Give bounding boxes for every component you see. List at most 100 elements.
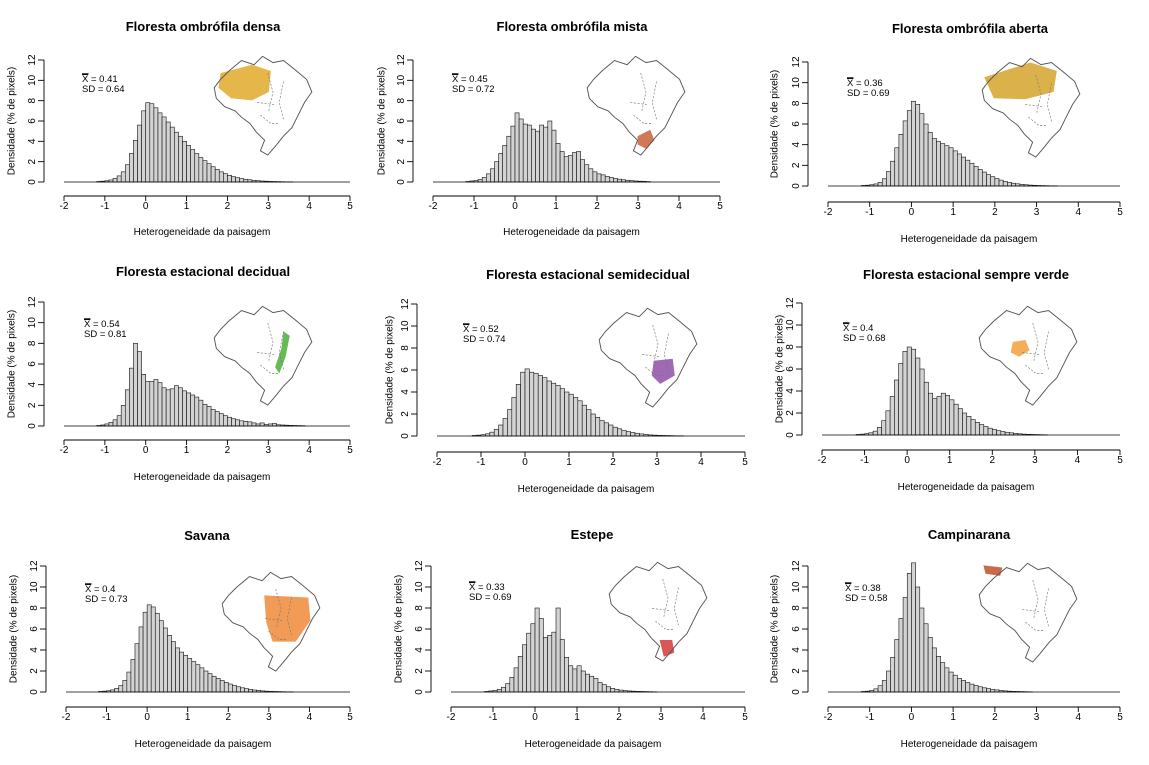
histogram-bar: [994, 178, 1000, 187]
x-tick-label: 3: [1034, 712, 1040, 723]
histogram-bar: [902, 597, 908, 693]
brazil-map-inset: [978, 562, 1078, 663]
x-tick-label: 5: [742, 712, 748, 723]
country-outline: [978, 305, 1078, 406]
biome-boundaries: [642, 325, 669, 376]
histogram-bar: [114, 688, 120, 693]
histogram-bar: [235, 419, 240, 427]
histogram-bar: [202, 160, 208, 183]
y-tick-label: 10: [396, 74, 407, 86]
histogram-bar: [592, 171, 598, 183]
histogram-bar: [990, 176, 996, 187]
x-tick-label: -1: [470, 201, 479, 212]
histogram-bar: [165, 389, 171, 427]
histogram-bar: [898, 363, 904, 436]
y-tick-label: 2: [400, 411, 411, 417]
histogram-bar: [940, 143, 946, 187]
brazil-map-inset: [981, 57, 1081, 158]
histogram-bar: [610, 688, 616, 693]
histogram-bar: [564, 391, 570, 437]
y-axis-label: Densidade (% de pixels): [377, 67, 388, 175]
x-tick-label: -2: [818, 455, 827, 466]
histogram-bar: [542, 377, 548, 437]
x-tick-label: -2: [824, 712, 833, 723]
y-tick-label: 8: [396, 97, 407, 103]
sd-annotation: SD = 0.69: [847, 88, 890, 99]
vegetation-region: [984, 62, 1057, 100]
mean-annotation: X = 0.4: [85, 584, 115, 595]
vegetation-region: [275, 331, 290, 374]
histogram-bar: [944, 667, 950, 693]
histogram-bar: [120, 405, 126, 427]
x-tick-label: 1: [947, 455, 953, 466]
y-tick-label: 10: [27, 317, 38, 329]
histogram-bar: [568, 665, 574, 693]
mean-annotation: X = 0.41: [82, 74, 118, 85]
mean-annotation: X = 0.52: [463, 324, 499, 335]
histogram-bar: [932, 398, 938, 436]
histogram-bar: [572, 152, 577, 183]
chart-title: Floresta estacional decidual: [116, 264, 290, 279]
y-tick-label: 8: [400, 345, 411, 351]
vegetation-region: [218, 64, 271, 101]
histogram-bar: [227, 174, 232, 183]
histogram-bar: [537, 375, 543, 437]
country-outline: [213, 55, 313, 156]
histogram-bar: [239, 420, 245, 427]
x-tick-label: -1: [860, 455, 869, 466]
histogram-bar: [979, 424, 985, 436]
x-axis-label: Heterogeneidade da paisagem: [135, 739, 272, 750]
histogram-bar: [533, 372, 539, 437]
histogram-bar: [1004, 431, 1010, 436]
x-tick-label: 2: [225, 201, 231, 212]
histogram-bar: [987, 427, 993, 436]
y-tick-label: 8: [791, 605, 802, 611]
histogram-bar: [145, 102, 151, 183]
histogram-bar: [169, 388, 175, 427]
histogram-bar: [214, 168, 220, 183]
x-tick-label: 1: [574, 712, 580, 723]
histogram-bar: [991, 429, 997, 436]
histogram-bar: [235, 177, 240, 183]
histogram-bar: [515, 383, 521, 437]
histogram-bar: [881, 680, 887, 693]
histogram-bar: [186, 392, 191, 427]
histogram-bar: [174, 385, 179, 427]
sd-annotation: SD = 0.64: [82, 84, 125, 95]
biome-boundaries: [1025, 75, 1052, 126]
x-tick-label: 4: [306, 201, 312, 212]
brazil-map-inset: [586, 55, 686, 156]
histogram-bar: [977, 169, 983, 187]
histogram-bar: [957, 678, 962, 693]
histogram-bar: [915, 586, 921, 693]
x-tick-label: 3: [266, 445, 272, 456]
histogram-bar: [182, 390, 187, 427]
histogram-bar: [124, 164, 130, 183]
y-tick-label: 8: [785, 344, 796, 350]
histogram-bar: [202, 403, 208, 427]
y-tick-label: 10: [791, 581, 802, 593]
x-tick-label: -1: [100, 445, 109, 456]
histogram-bar: [952, 150, 958, 187]
x-tick-label: 1: [566, 457, 572, 468]
x-tick-label: 2: [992, 207, 998, 218]
y-tick-label: 10: [791, 77, 802, 89]
histogram-bar: [604, 176, 610, 183]
histogram-bar: [142, 611, 148, 693]
histogram-bar: [898, 618, 904, 693]
histogram-bar: [501, 686, 506, 693]
histogram-bar: [133, 343, 138, 427]
y-tick-label: 0: [396, 179, 407, 185]
histogram-bar: [998, 179, 1004, 187]
histogram-bar: [872, 430, 878, 436]
histogram-bar: [493, 429, 499, 437]
histogram-bar: [936, 655, 941, 693]
histogram-bar: [518, 118, 524, 183]
histogram-bar: [481, 177, 487, 183]
histogram-bar: [915, 357, 921, 436]
x-tick-label: 2: [594, 201, 600, 212]
histogram-bar: [581, 404, 587, 437]
histogram-bar: [506, 135, 512, 183]
mean-value: = 0.33: [475, 582, 504, 593]
